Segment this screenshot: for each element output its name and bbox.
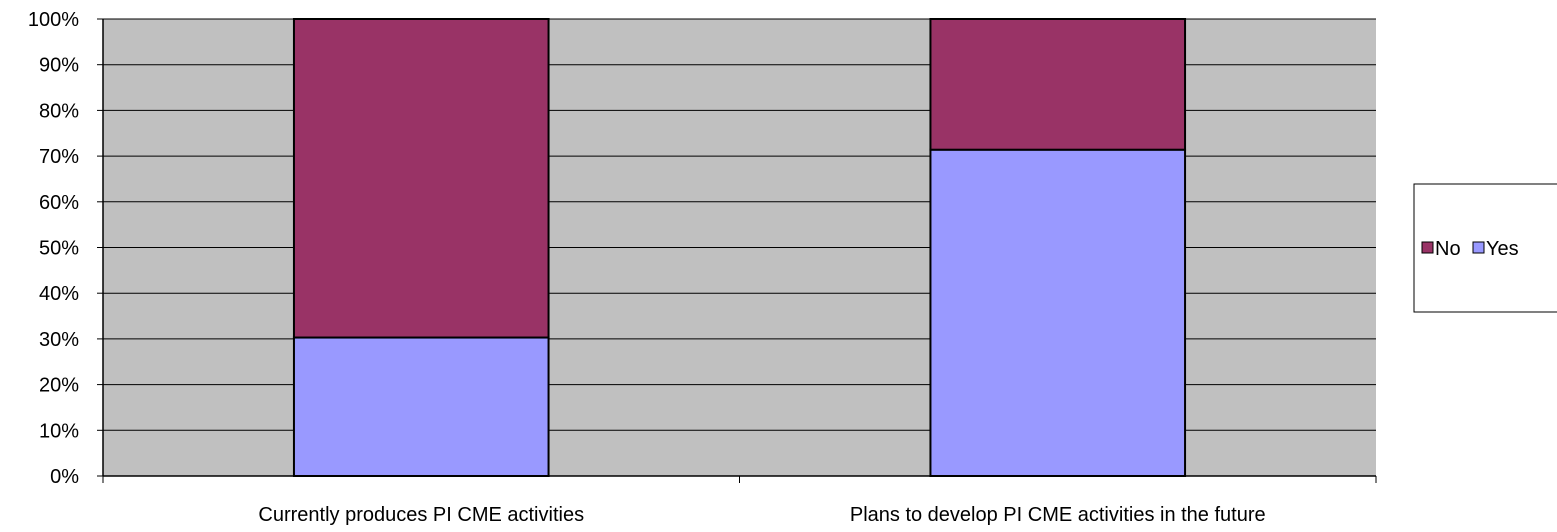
y-axis-tick-label: 20%: [39, 375, 79, 397]
y-axis-tick-label: 10%: [39, 420, 79, 442]
bar-segment-yes: [294, 338, 549, 476]
y-axis-tick-labels: 0% 10% 20% 30% 40% 50% 60% 70% 80% 90% 100%: [28, 9, 103, 488]
x-axis-category-label: Currently produces PI CME activities: [258, 504, 584, 526]
x-axis-category-label: Plans to develop PI CME activities in th…: [850, 504, 1266, 526]
legend-label-yes: Yes: [1486, 238, 1519, 260]
y-axis-tick-label: 80%: [39, 100, 79, 122]
y-axis-tick-label: 70%: [39, 146, 79, 168]
y-axis-tick-label: 90%: [39, 55, 79, 77]
legend: No Yes: [1414, 184, 1557, 312]
y-axis-tick-label: 60%: [39, 192, 79, 214]
y-axis-tick-label: 30%: [39, 329, 79, 351]
x-axis-category-labels: Currently produces PI CME activities Plan…: [103, 476, 1376, 526]
legend-swatch-yes: [1473, 242, 1484, 253]
bar-segment-no: [930, 19, 1185, 150]
legend-swatch-no: [1422, 242, 1433, 253]
y-axis-tick-label: 50%: [39, 238, 79, 260]
legend-label-no: No: [1435, 238, 1461, 260]
bar-segment-yes: [930, 150, 1185, 476]
y-axis-tick-label: 0%: [50, 466, 79, 488]
y-axis-tick-label: 40%: [39, 283, 79, 305]
bar-segment-no: [294, 19, 549, 338]
y-axis-tick-label: 100%: [28, 9, 79, 31]
